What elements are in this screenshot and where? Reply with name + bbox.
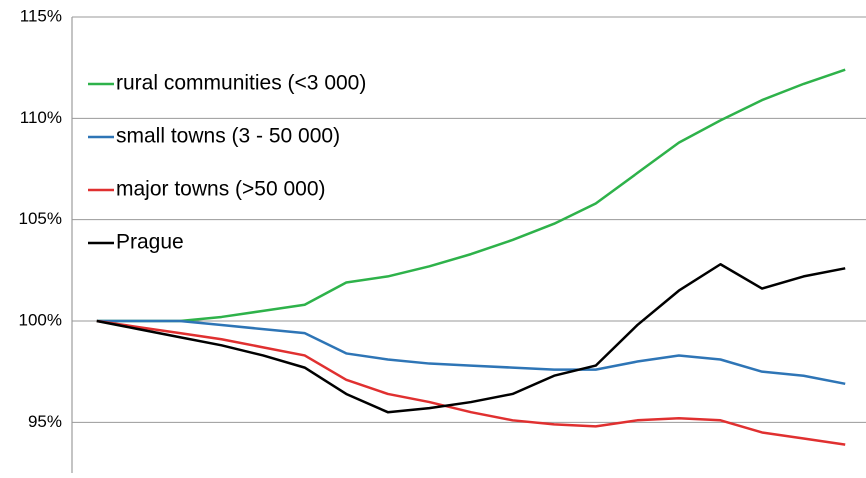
y-tick-label: 95% [28,412,62,431]
y-tick-label: 100% [19,310,62,329]
legend-label: small towns (3 - 50 000) [116,125,340,148]
y-tick-label: 115% [20,6,62,25]
legend-label: Prague [116,231,184,254]
series-line [96,319,846,446]
y-tick-label: 105% [19,209,62,228]
legend-label: rural communities (<3 000) [116,72,366,95]
series-line [96,68,846,323]
legend-label: major towns (>50 000) [116,178,326,201]
series-line [96,319,846,386]
series-line [96,263,846,414]
y-tick-label: 110% [20,108,62,127]
